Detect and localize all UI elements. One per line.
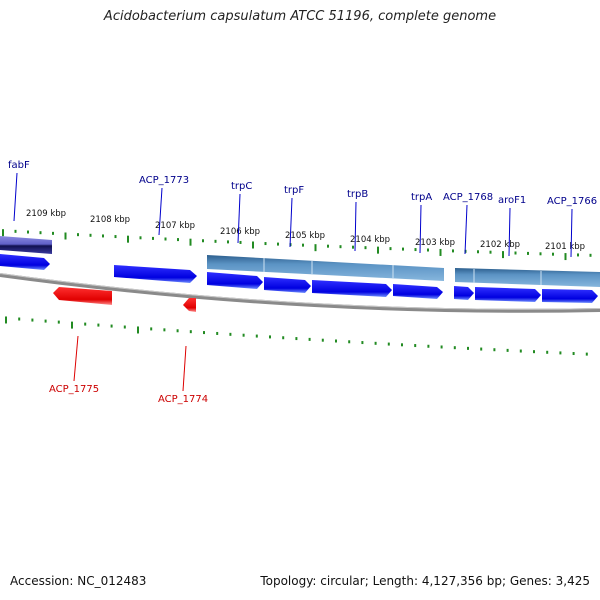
forward-gene-label[interactable]: ACP_1773 xyxy=(139,175,189,186)
topology-label: Topology: xyxy=(260,574,317,588)
topology-value: circular xyxy=(320,574,365,588)
gene-fabF-block[interactable] xyxy=(0,236,52,254)
scale-tick-labels: 2109 kbp 2108 kbp 2107 kbp 2106 kbp 2105 kbp… xyxy=(26,209,585,252)
accession-label: Accession: xyxy=(10,574,74,588)
forward-gene-label[interactable]: trpB xyxy=(347,189,368,200)
separator: ; xyxy=(364,574,373,588)
tick-label: 2108 kbp xyxy=(90,215,130,225)
gene-leader-line xyxy=(73,335,79,382)
scale-ticks-bottom xyxy=(5,316,588,356)
forward-gene-arrow[interactable] xyxy=(0,254,50,270)
length-value: 4,127,356 bp xyxy=(421,574,502,588)
tick-label: 2105 kbp xyxy=(285,231,325,241)
gene-label-layer: fabF ACP_1773 trpC trpF trpB trpA ACP_1768 aroF… xyxy=(8,160,597,405)
reverse-gene-label[interactable]: ACP_1774 xyxy=(158,394,208,405)
tick-label: 2103 kbp xyxy=(415,238,455,248)
forward-gene-label[interactable]: aroF1 xyxy=(498,195,526,206)
tick-label: 2101 kbp xyxy=(545,242,585,252)
gene-leader-line xyxy=(464,204,468,255)
tick-label: 2104 kbp xyxy=(350,235,390,245)
reverse-gene-label[interactable]: ACP_1775 xyxy=(49,384,99,395)
tick-label: 2107 kbp xyxy=(155,221,195,231)
gene-leader-line xyxy=(289,197,293,248)
accession-info: Accession: NC_012483 xyxy=(10,574,146,588)
accession-value: NC_012483 xyxy=(77,574,147,588)
forward-gene-arrow[interactable] xyxy=(475,287,541,302)
reverse-gene-arrow[interactable] xyxy=(183,298,196,312)
genome-backbone xyxy=(0,273,600,313)
separator: ; xyxy=(501,574,510,588)
gene-leader-line xyxy=(182,345,187,392)
gene-leader-line xyxy=(13,172,18,222)
forward-gene-label[interactable]: ACP_1768 xyxy=(443,192,493,203)
forward-gene-track xyxy=(0,254,598,303)
genome-backbone-highlight xyxy=(0,273,600,310)
forward-gene-arrow[interactable] xyxy=(312,280,392,297)
operon-trp[interactable] xyxy=(207,255,444,281)
forward-gene-label[interactable]: fabF xyxy=(8,160,30,171)
gene-leader-line xyxy=(158,187,163,236)
tick-label: 2109 kbp xyxy=(26,209,66,219)
operon-aro[interactable] xyxy=(455,268,600,287)
length-label: Length: xyxy=(372,574,419,588)
gene-leader-line xyxy=(237,193,241,244)
forward-gene-arrow[interactable] xyxy=(264,277,311,293)
forward-gene-label[interactable]: trpA xyxy=(411,192,432,203)
operon-track xyxy=(207,255,600,287)
genome-title: Acidobacterium capsulatum ATCC 51196, co… xyxy=(103,9,497,24)
forward-gene-arrow[interactable] xyxy=(207,272,263,289)
scale-ticks-top xyxy=(2,229,592,261)
reverse-gene-track xyxy=(53,287,196,312)
genes-label: Genes: xyxy=(509,574,552,588)
gene-leader-line xyxy=(419,204,422,254)
tick-label: 2102 kbp xyxy=(480,240,520,250)
forward-gene-label[interactable]: trpC xyxy=(231,181,252,192)
forward-gene-label[interactable]: trpF xyxy=(284,185,304,196)
forward-gene-arrow[interactable] xyxy=(393,284,443,299)
forward-gene-label[interactable]: ACP_1766 xyxy=(547,196,597,207)
gene-leader-line xyxy=(508,207,511,257)
genome-stats: Topology: circular; Length: 4,127,356 bp… xyxy=(260,574,590,588)
forward-gene-arrow[interactable] xyxy=(542,289,598,303)
tick-label: 2106 kbp xyxy=(220,227,260,237)
genes-value: 3,425 xyxy=(555,574,590,588)
forward-gene-arrow[interactable] xyxy=(454,286,474,300)
gene-leader-line xyxy=(354,201,357,252)
reverse-gene-arrow[interactable] xyxy=(53,287,112,305)
forward-gene-arrow[interactable] xyxy=(114,265,197,283)
gene-leader-line xyxy=(570,208,573,258)
